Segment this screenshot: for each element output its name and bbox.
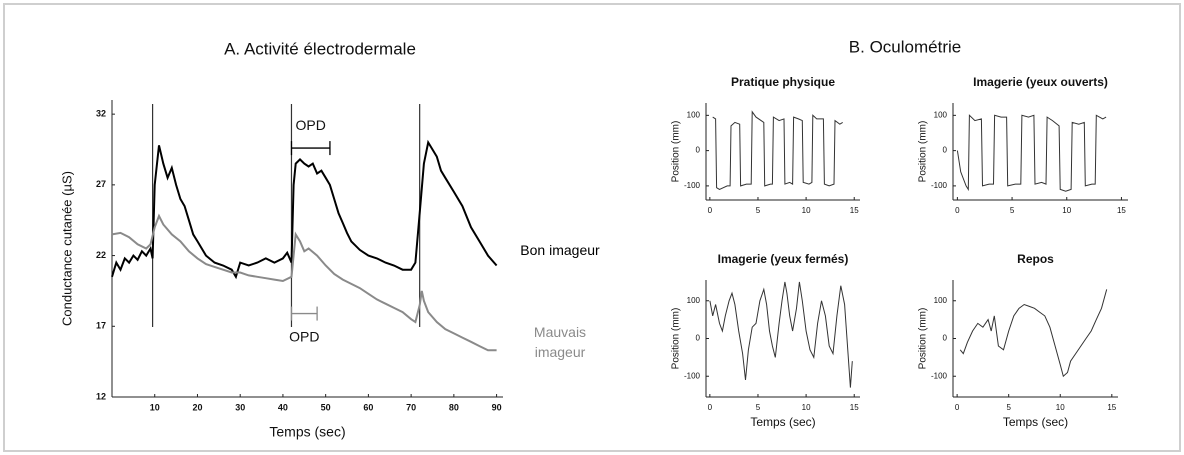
- y-tick-label: 0: [696, 334, 701, 343]
- x-tick-label: 0: [708, 403, 713, 412]
- x-tick-label: 10: [802, 403, 811, 412]
- y-tick-label: 17: [96, 321, 106, 331]
- y-tick-label: 22: [96, 250, 106, 260]
- x-tick-label: 5: [756, 206, 761, 215]
- x-tick-label: 0: [955, 206, 960, 215]
- x-tick-label: 90: [492, 402, 502, 412]
- data-line: [111, 213, 497, 352]
- x-tick-label: 15: [1107, 403, 1116, 412]
- y-tick-label: -100: [931, 181, 948, 190]
- data-line: [709, 281, 853, 388]
- legend-entry: Bon imageur: [520, 242, 600, 258]
- legend-entry: Mauvais imageur: [533, 324, 587, 360]
- x-axis-label: Temps (sec): [269, 424, 345, 440]
- x-tick-label: 70: [406, 402, 416, 412]
- y-tick-label: 100: [687, 110, 701, 119]
- x-tick-label: 5: [756, 403, 761, 412]
- y-tick-label: 27: [96, 179, 106, 189]
- x-tick-label: 20: [192, 402, 202, 412]
- x-tick-label: 40: [278, 402, 288, 412]
- y-tick-label: -100: [684, 371, 701, 380]
- data-line: [111, 139, 498, 280]
- x-axis-label: Temps (sec): [750, 415, 815, 429]
- x-tick-label: 15: [850, 403, 859, 412]
- x-tick-label: 10: [1062, 206, 1071, 215]
- y-tick-label: 0: [943, 334, 948, 343]
- y-tick-label: 12: [96, 391, 106, 401]
- x-tick-label: 5: [1006, 403, 1011, 412]
- x-tick-label: 80: [449, 402, 459, 412]
- chart-title: Repos: [1017, 252, 1054, 266]
- chart-title: Pratique physique: [731, 75, 835, 89]
- panel-title: B. Oculométrie: [849, 37, 961, 56]
- y-tick-label: -100: [684, 181, 701, 190]
- x-tick-label: 10: [802, 206, 811, 215]
- y-tick-label: 100: [934, 296, 948, 305]
- x-tick-label: 15: [850, 206, 859, 215]
- y-tick-label: -100: [931, 371, 948, 380]
- frame: [3, 3, 1181, 452]
- x-tick-label: 60: [363, 402, 373, 412]
- y-tick-label: 32: [96, 109, 106, 119]
- y-axis-label: Position (mm): [671, 121, 682, 183]
- data-line: [712, 110, 843, 190]
- annotation: OPD: [289, 328, 319, 344]
- chart-title: Imagerie (yeux fermés): [718, 252, 849, 266]
- y-axis-label: Position (mm): [918, 308, 929, 370]
- x-tick-label: 15: [1117, 206, 1126, 215]
- x-axis-label: Temps (sec): [1003, 415, 1068, 429]
- data-line: [956, 114, 1107, 192]
- y-axis-label: Position (mm): [671, 308, 682, 370]
- chart-title: Imagerie (yeux ouverts): [973, 75, 1108, 89]
- y-axis-label: Conductance cutanée (µS): [59, 171, 74, 326]
- y-axis-label: Position (mm): [918, 121, 929, 183]
- y-tick-label: 100: [934, 110, 948, 119]
- x-tick-label: 10: [1056, 403, 1065, 412]
- x-tick-label: 30: [235, 402, 245, 412]
- x-tick-label: 5: [1010, 206, 1015, 215]
- chart-title: A. Activité électrodermale: [224, 39, 416, 58]
- y-tick-label: 0: [696, 146, 701, 155]
- annotation: OPD: [296, 117, 326, 133]
- y-tick-label: 100: [687, 296, 701, 305]
- x-tick-label: 50: [321, 402, 331, 412]
- x-tick-label: 0: [955, 403, 960, 412]
- data-line: [959, 289, 1108, 378]
- x-tick-label: 0: [708, 206, 713, 215]
- y-tick-label: 0: [943, 146, 948, 155]
- x-tick-label: 10: [150, 402, 160, 412]
